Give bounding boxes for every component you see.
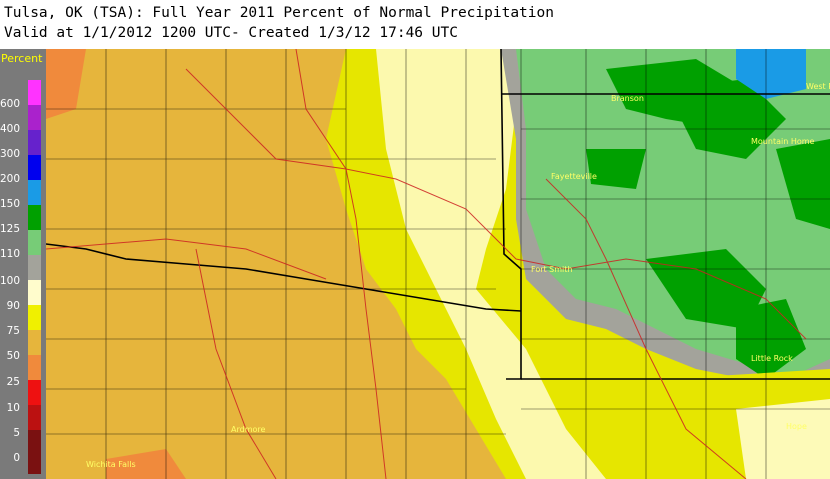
city-label-ardmore: Ardmore — [231, 425, 266, 434]
map-subtitle: Valid at 1/1/2012 1200 UTC- Created 1/3/… — [4, 25, 458, 41]
city-label-mountain-home: Mountain Home — [751, 137, 815, 146]
legend-swatch — [28, 255, 41, 280]
region-125-e — [776, 139, 830, 229]
legend-label: 300 — [0, 148, 20, 160]
city-label-west-plains: West Plains — [806, 82, 830, 91]
legend-swatch — [28, 330, 41, 355]
legend-label: 25 — [6, 376, 20, 388]
legend-label: 0 — [13, 452, 20, 464]
color-legend: Percent 600 400 300 200 150 125 110 100 … — [0, 49, 46, 479]
legend-title: Percent — [1, 52, 43, 65]
highways — [46, 49, 807, 479]
city-label-branson: Branson — [611, 94, 644, 103]
legend-swatch — [28, 155, 41, 180]
legend-label: 10 — [6, 402, 20, 414]
legend-swatch — [28, 355, 41, 380]
legend-label: 5 — [13, 427, 20, 439]
legend-swatch — [28, 305, 41, 330]
legend-label: 110 — [0, 248, 20, 260]
region-150 — [736, 49, 806, 99]
map-title: Tulsa, OK (TSA): Full Year 2011 Percent … — [4, 5, 554, 21]
region-90-band — [376, 49, 606, 479]
legend-label: 400 — [0, 123, 20, 135]
legend-label: 600 — [0, 98, 20, 110]
legend-swatch — [28, 80, 41, 105]
legend-label: 100 — [0, 275, 20, 287]
legend-swatch — [28, 405, 41, 430]
city-label-wichita-falls: Wichita Falls — [86, 460, 136, 469]
region-125-n — [666, 79, 786, 159]
city-label-little-rock: Little Rock — [751, 354, 793, 363]
legend-swatch — [28, 205, 41, 230]
legend-label: 75 — [6, 325, 20, 337]
city-label-hope: Hope — [786, 422, 807, 431]
header: Tulsa, OK (TSA): Full Year 2011 Percent … — [0, 0, 830, 49]
legend-swatch — [28, 230, 41, 255]
region-25-nw — [46, 49, 86, 119]
legend-swatch — [28, 280, 41, 305]
state-boundaries — [46, 49, 830, 380]
legend-label: 50 — [6, 350, 20, 362]
legend-swatch — [28, 180, 41, 205]
legend-label: 125 — [0, 223, 20, 235]
legend-swatch — [28, 430, 41, 474]
precipitation-map: Branson Mountain Home Fayetteville Fort … — [46, 49, 830, 479]
precip-regions — [46, 49, 830, 479]
legend-label: 150 — [0, 198, 20, 210]
legend-label: 200 — [0, 173, 20, 185]
city-markers: Branson Mountain Home Fayetteville Fort … — [86, 82, 830, 469]
city-label-fayetteville: Fayetteville — [551, 172, 597, 181]
city-label-fort-smith: Fort Smith — [531, 265, 572, 274]
legend-swatch — [28, 380, 41, 405]
region-125-fay — [586, 149, 646, 189]
legend-label: 90 — [6, 300, 20, 312]
region-90-se — [736, 399, 830, 479]
legend-swatch — [28, 105, 41, 130]
legend-swatch — [28, 130, 41, 155]
